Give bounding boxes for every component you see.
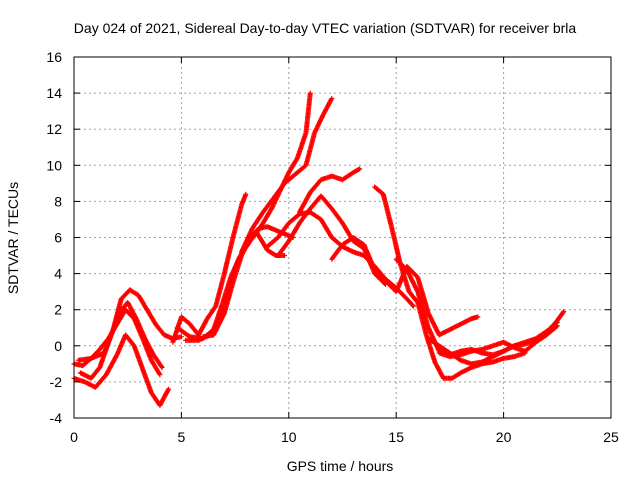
ticks: 0 5 10 15 20 25 -4 -2 0 2 4 6 8 10 12 14 16 (46, 49, 619, 445)
data-point (282, 253, 287, 258)
series-track-8 (200, 224, 296, 340)
y-tick-label: 0 (54, 338, 62, 354)
data-point (212, 304, 218, 310)
y-tick-label: -4 (50, 410, 63, 426)
data-point (554, 323, 560, 329)
x-axis-title: GPS time / hours (287, 458, 394, 474)
data-point (410, 302, 416, 308)
data-point (166, 386, 171, 392)
x-tick-label: 10 (281, 429, 297, 445)
y-tick-label: 14 (46, 85, 62, 101)
x-tick-label: 15 (388, 429, 404, 445)
y-axis-title: SDTVAR / TECUs (5, 182, 21, 294)
data-point (553, 324, 559, 330)
y-tick-label: 6 (54, 230, 62, 246)
series-track-9 (239, 96, 335, 255)
series-track-2 (71, 332, 171, 408)
series-track-4 (77, 300, 165, 381)
y-tick-label: 16 (46, 49, 62, 65)
data-point (561, 309, 567, 314)
x-tick-label: 20 (496, 429, 512, 445)
data-point (410, 303, 416, 309)
data-point (560, 310, 566, 315)
y-tick-label: 10 (46, 157, 62, 173)
chart-title: Day 024 of 2021, Sidereal Day-to-day VTE… (74, 20, 577, 36)
data-layer (71, 90, 567, 408)
y-tick-label: 8 (54, 193, 62, 209)
data-point (475, 314, 481, 320)
data-point (307, 90, 313, 96)
series-track-16 (425, 319, 560, 367)
y-tick-label: 2 (54, 302, 62, 318)
y-tick-label: 12 (46, 121, 62, 137)
data-point (329, 96, 335, 101)
data-point (243, 191, 249, 197)
y-tick-label: -2 (50, 374, 63, 390)
y-tick-label: 4 (54, 266, 62, 282)
x-tick-label: 5 (178, 429, 186, 445)
series-track-13 (329, 235, 481, 338)
data-point (159, 365, 165, 370)
series-track-17 (436, 323, 560, 360)
data-point (178, 334, 184, 340)
data-point (357, 166, 363, 172)
data-point (157, 372, 163, 378)
x-tick-label: 0 (70, 429, 78, 445)
x-tick-label: 25 (603, 429, 619, 445)
series-track-5 (170, 191, 249, 345)
series-track-12 (297, 166, 363, 215)
